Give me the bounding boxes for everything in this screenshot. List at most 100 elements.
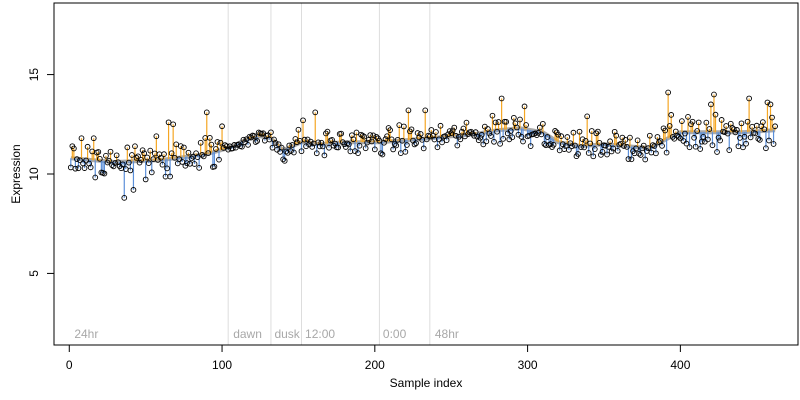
data-point (610, 145, 616, 152)
data-point (596, 139, 603, 146)
data-point (755, 135, 762, 142)
data-point (689, 118, 696, 125)
data-point (488, 133, 494, 139)
data-point (752, 130, 759, 137)
data-point (206, 134, 213, 141)
data-point (654, 134, 661, 140)
data-point (691, 134, 697, 141)
data-point (77, 157, 83, 164)
data-point (532, 130, 539, 137)
data-point (659, 143, 665, 149)
data-point (194, 154, 201, 160)
data-point (213, 146, 219, 152)
data-point (576, 128, 583, 135)
data-point (153, 133, 160, 140)
data-point (295, 126, 302, 133)
data-point (705, 136, 711, 143)
data-point (585, 150, 592, 156)
data-point (142, 176, 149, 183)
data-point (761, 126, 768, 133)
data-point (714, 149, 720, 155)
data-point (87, 164, 94, 171)
data-point (106, 157, 112, 164)
data-point (126, 159, 132, 166)
data-point (607, 138, 613, 145)
data-point (698, 138, 705, 145)
data-point (565, 147, 572, 153)
data-point (355, 150, 361, 156)
data-point (382, 136, 389, 142)
data-point (127, 167, 134, 174)
data-point (107, 148, 114, 155)
y-tick-label: 15 (27, 68, 41, 82)
data-point (445, 131, 452, 138)
data-point (242, 139, 248, 145)
data-point (535, 130, 542, 136)
data-point (536, 124, 543, 131)
data-point (620, 143, 627, 149)
data-point (141, 150, 147, 157)
data-point (272, 140, 279, 146)
data-point (72, 165, 79, 172)
data-point (161, 151, 167, 158)
data-point (550, 141, 557, 148)
data-point (459, 128, 465, 135)
data-point (422, 107, 429, 114)
data-point (579, 136, 586, 143)
data-point (766, 137, 772, 144)
data-point (503, 119, 510, 125)
data-point (471, 132, 477, 139)
data-point (388, 136, 395, 143)
data-point (509, 134, 516, 141)
data-point (390, 146, 397, 153)
data-point (132, 143, 138, 150)
data-point (694, 128, 701, 134)
data-point (356, 142, 363, 149)
data-point (378, 150, 384, 157)
data-point (709, 142, 716, 149)
data-point (280, 156, 287, 163)
data-point (269, 144, 276, 151)
data-point (359, 132, 366, 139)
data-point (685, 113, 691, 120)
phase-label: dusk (274, 327, 300, 341)
data-point (517, 116, 523, 123)
data-point (138, 157, 144, 163)
data-point (408, 126, 415, 133)
data-point (726, 147, 733, 153)
data-point (74, 156, 80, 163)
data-point (294, 139, 300, 146)
data-point (281, 157, 288, 164)
data-point (159, 161, 166, 168)
data-point (433, 129, 439, 135)
data-point (275, 141, 282, 148)
data-point (84, 143, 91, 150)
data-point (219, 123, 225, 130)
phase-boundaries (227, 3, 431, 345)
data-point (434, 144, 441, 151)
data-point (591, 146, 598, 152)
data-point (741, 133, 748, 140)
data-point (338, 130, 345, 137)
data-point (309, 144, 316, 150)
data-point (767, 101, 774, 108)
data-point (743, 140, 749, 147)
data-point (679, 118, 685, 124)
phase-labels: 24hr dawn dusk 12:00 0:00 48hr (74, 327, 459, 341)
data-point (692, 143, 699, 150)
data-point (604, 151, 610, 158)
data-point (544, 134, 551, 140)
data-point (651, 143, 658, 149)
data-point (362, 145, 369, 152)
data-point (721, 129, 728, 136)
data-point (423, 136, 430, 143)
data-point (196, 164, 202, 171)
data-point (413, 140, 419, 147)
data-point (514, 124, 520, 131)
data-point (695, 119, 702, 126)
data-point (112, 160, 118, 166)
data-point (642, 156, 649, 163)
data-point (457, 136, 464, 143)
data-point (370, 132, 377, 139)
data-point (420, 145, 427, 152)
